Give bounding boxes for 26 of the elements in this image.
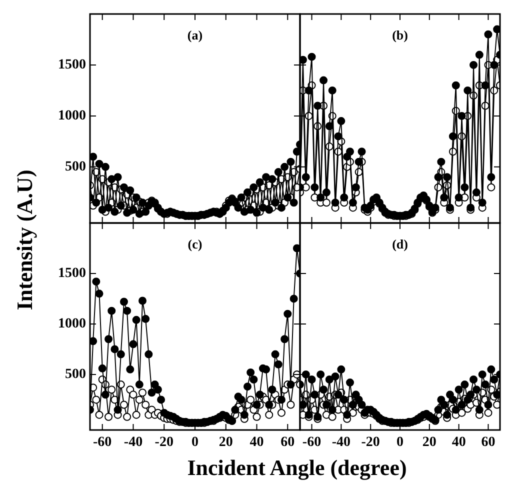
text: (a) [187,27,203,42]
y-tick-label: 1500 [58,266,86,282]
y-tick-label: 500 [65,160,86,175]
text: (d) [392,236,408,252]
x-tick-label: -20 [361,435,380,450]
x-tick-label: -20 [154,435,174,450]
y-axis-title: Intensity (A.U) [12,170,38,310]
x-tick-label: -40 [124,435,143,450]
x-tick-label: 60 [481,435,496,450]
x-tick-label: 60 [280,435,295,450]
y-tick-label: 500 [65,367,86,382]
x-tick-label: 20 [218,435,233,450]
x-tick-label: 0 [192,435,198,450]
x-tick-label: -60 [93,435,112,450]
y-tick-label: 1000 [58,316,86,332]
x-tick-label: 40 [452,435,466,450]
x-tick-label: 0 [396,435,404,450]
text: (c) [188,236,202,252]
text: (b) [392,27,408,42]
x-tick-label: -60 [302,435,322,450]
y-tick-label: 1000 [58,108,86,124]
x-tick-label: 20 [422,435,436,450]
y-tick-label: 1500 [58,58,86,73]
x-axis-title: Incident Angle (degree) [187,455,407,481]
x-tick-label: -40 [332,435,351,450]
x-tick-label: 40 [250,435,264,450]
